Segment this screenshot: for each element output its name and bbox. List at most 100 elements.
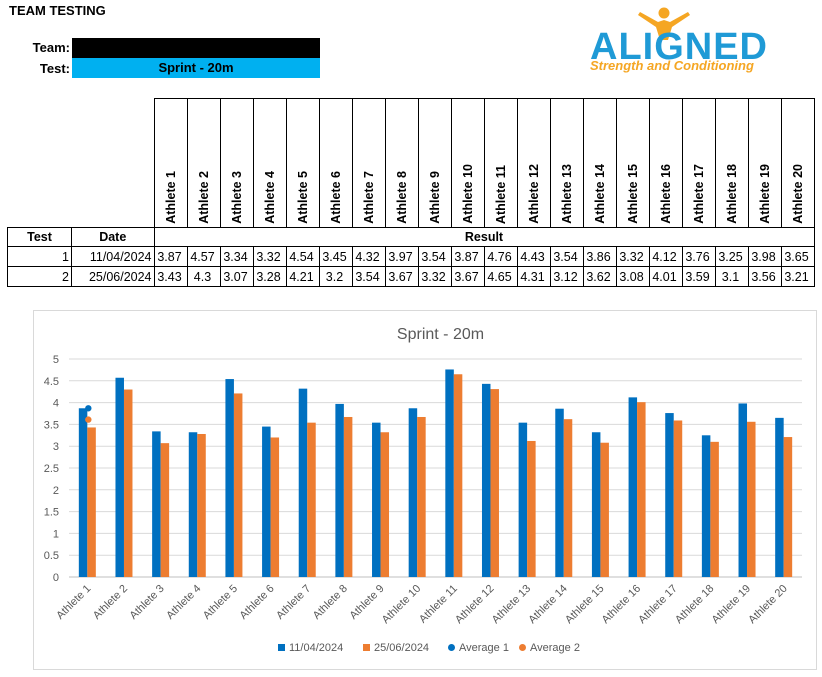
athlete-header: Athlete 17 — [681, 98, 716, 228]
bar — [701, 435, 711, 577]
athlete-header: Athlete 19 — [747, 98, 782, 228]
result-cell: 3.54 — [351, 266, 386, 287]
column-header-row: Test Date Result — [7, 227, 815, 247]
result-cell: 3.56 — [747, 266, 782, 287]
x-tick-label: Athlete 19 — [710, 583, 754, 627]
athlete-header: Athlete 11 — [483, 98, 518, 228]
x-tick-label: Athlete 8 — [311, 583, 350, 622]
x-tick-label: Athlete 18 — [673, 583, 717, 627]
bar — [747, 421, 756, 577]
result-cell: 3.87 — [450, 246, 485, 267]
bar — [518, 422, 528, 577]
result-cell: 3.76 — [681, 246, 716, 267]
date-cell: 25/06/2024 — [71, 266, 155, 287]
athlete-header: Athlete 20 — [780, 98, 815, 228]
bar — [152, 431, 161, 577]
bar — [453, 374, 463, 577]
athlete-header: Athlete 4 — [252, 98, 287, 228]
bar — [417, 416, 426, 577]
result-cell: 3.54 — [417, 246, 452, 267]
result-cell: 3.65 — [780, 246, 815, 267]
result-cell: 3.12 — [549, 266, 584, 287]
bar — [197, 433, 206, 577]
bar — [710, 441, 719, 577]
result-cell: 4.31 — [516, 266, 551, 287]
x-tick-label: Athlete 3 — [128, 583, 167, 622]
result-cell: 3.87 — [153, 246, 188, 267]
y-tick-label: 1.5 — [44, 507, 59, 519]
y-tick-label: 4 — [53, 398, 59, 410]
col-date-header: Date — [71, 227, 155, 247]
x-tick-label: Athlete 7 — [274, 583, 313, 622]
bar — [481, 383, 491, 577]
result-cell: 3.08 — [615, 266, 650, 287]
athlete-header: Athlete 15 — [615, 98, 650, 228]
athlete-header: Athlete 10 — [450, 98, 485, 228]
logo-text: ALIGNED — [590, 26, 768, 68]
x-tick-label: Athlete 5 — [201, 583, 240, 622]
table-row: 2 25/06/2024 3.43 4.3 3.07 3.28 4.21 3.2 3.54 3.6… — [7, 266, 815, 287]
x-tick-label: Athlete 16 — [600, 583, 644, 627]
x-tick-label: Athlete 4 — [164, 583, 203, 622]
athlete-header-label: Athlete 8 — [394, 171, 409, 224]
result-cell: 4.57 — [186, 246, 221, 267]
athlete-header-label: Athlete 1 — [163, 171, 178, 224]
bar — [637, 402, 646, 577]
athlete-header: Athlete 5 — [285, 98, 320, 228]
athlete-header-label: Athlete 6 — [328, 171, 343, 224]
bar — [775, 417, 784, 577]
average-point — [85, 416, 92, 423]
team-label: Team: — [32, 40, 70, 55]
bar — [262, 426, 271, 577]
y-tick-label: 3.5 — [44, 419, 59, 431]
chart-title: Sprint - 20m — [397, 326, 484, 343]
y-tick-label: 3 — [53, 441, 59, 453]
result-cell: 3.32 — [252, 246, 287, 267]
logo-subtitle: Strength and Conditioning — [590, 58, 754, 73]
result-cell: 3.67 — [384, 266, 419, 287]
result-cell: 3.34 — [219, 246, 254, 267]
athlete-header-label: Athlete 3 — [229, 171, 244, 224]
bar — [591, 432, 601, 577]
athlete-header: Athlete 1 — [153, 98, 188, 228]
test-label: Test: — [39, 61, 70, 76]
bar — [738, 403, 748, 577]
athlete-header-label: Athlete 11 — [493, 164, 508, 224]
bar — [665, 413, 674, 577]
athlete-header-label: Athlete 14 — [592, 164, 607, 224]
bar-chart: Sprint - 20m 0 0.5 1 1.5 2 2.5 3 3.5 4 4.5 5 Athlete… — [44, 326, 802, 654]
x-tick-label: Athlete 14 — [526, 583, 570, 627]
bar — [408, 408, 418, 577]
athlete-header: Athlete 9 — [417, 98, 452, 228]
legend-swatch — [448, 644, 455, 651]
test-value[interactable]: Sprint - 20m — [72, 58, 320, 78]
bar — [445, 369, 454, 577]
bar — [233, 393, 243, 577]
athlete-header: Athlete 18 — [714, 98, 749, 228]
bar — [555, 408, 564, 577]
athlete-header-label: Athlete 20 — [790, 164, 805, 224]
athlete-header-label: Athlete 19 — [757, 164, 772, 224]
result-cell: 3.2 — [318, 266, 353, 287]
bar — [335, 403, 344, 577]
bar — [527, 440, 536, 577]
result-cell: 3.07 — [219, 266, 254, 287]
y-tick-label: 2.5 — [44, 463, 59, 475]
athlete-header-label: Athlete 2 — [196, 171, 211, 224]
result-cell: 3.98 — [747, 246, 782, 267]
result-cell: 3.62 — [582, 266, 617, 287]
athlete-header: Athlete 13 — [549, 98, 584, 228]
bar — [343, 416, 353, 577]
team-value[interactable] — [72, 38, 320, 58]
bar — [188, 432, 198, 577]
athlete-header-label: Athlete 4 — [262, 171, 277, 224]
bar — [160, 443, 170, 577]
test-number-cell: 1 — [7, 246, 72, 267]
date-cell: 11/04/2024 — [71, 246, 155, 267]
athlete-header-label: Athlete 18 — [724, 164, 739, 224]
result-cell: 4.54 — [285, 246, 320, 267]
legend-label: Average 2 — [530, 642, 580, 654]
x-tick-label: Athlete 13 — [490, 583, 534, 627]
results-table: Athlete 1 Athlete 2 Athlete 3 Athlete 4 Athl… — [7, 98, 815, 287]
athlete-header: Athlete 14 — [582, 98, 617, 228]
